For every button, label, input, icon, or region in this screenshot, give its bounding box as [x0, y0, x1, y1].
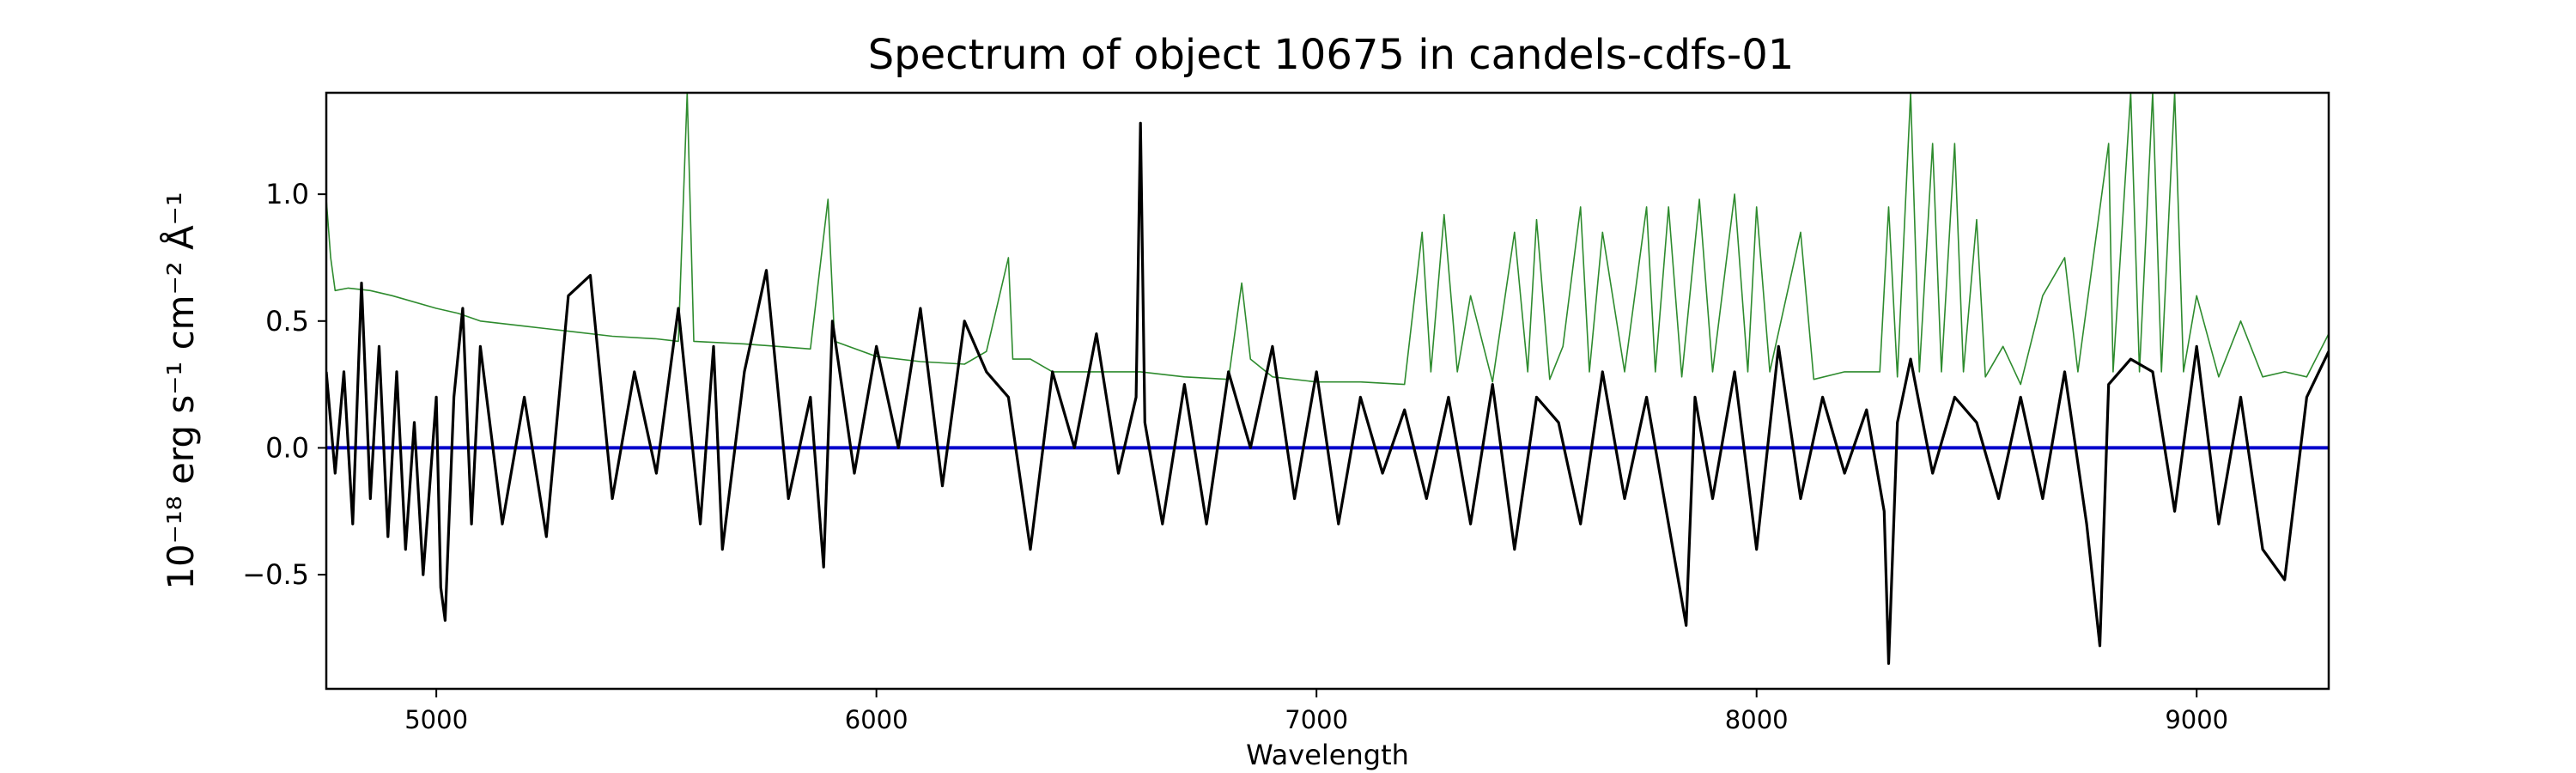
x-tick-label: 7000 [1285, 705, 1348, 734]
y-tick-label: 0.0 [265, 431, 309, 464]
y-tick-label: 0.5 [265, 305, 309, 338]
y-axis-label: 10⁻¹⁸ erg s⁻¹ cm⁻² Å⁻¹ [159, 192, 202, 589]
x-axis-label: Wavelength [1246, 739, 1409, 771]
plot-frame [325, 91, 2330, 691]
series-line-thick [326, 121, 2329, 666]
series-line-thin [326, 93, 2329, 386]
x-tick-label: 8000 [1725, 705, 1789, 734]
x-tick-label: 9000 [2165, 705, 2228, 734]
y-tick-label: −0.5 [242, 558, 309, 591]
y-tick-label: 1.0 [265, 178, 309, 210]
x-tick-label: 6000 [845, 705, 908, 734]
x-tick-label: 5000 [404, 705, 468, 734]
axis-ticks: 5000 6000 7000 8000 9000 −0.5 0.0 0.5 1.0 [242, 178, 2228, 734]
plot-area [326, 93, 2329, 666]
chart-title: Spectrum of object 10675 in candels-cdfs… [868, 31, 1795, 79]
